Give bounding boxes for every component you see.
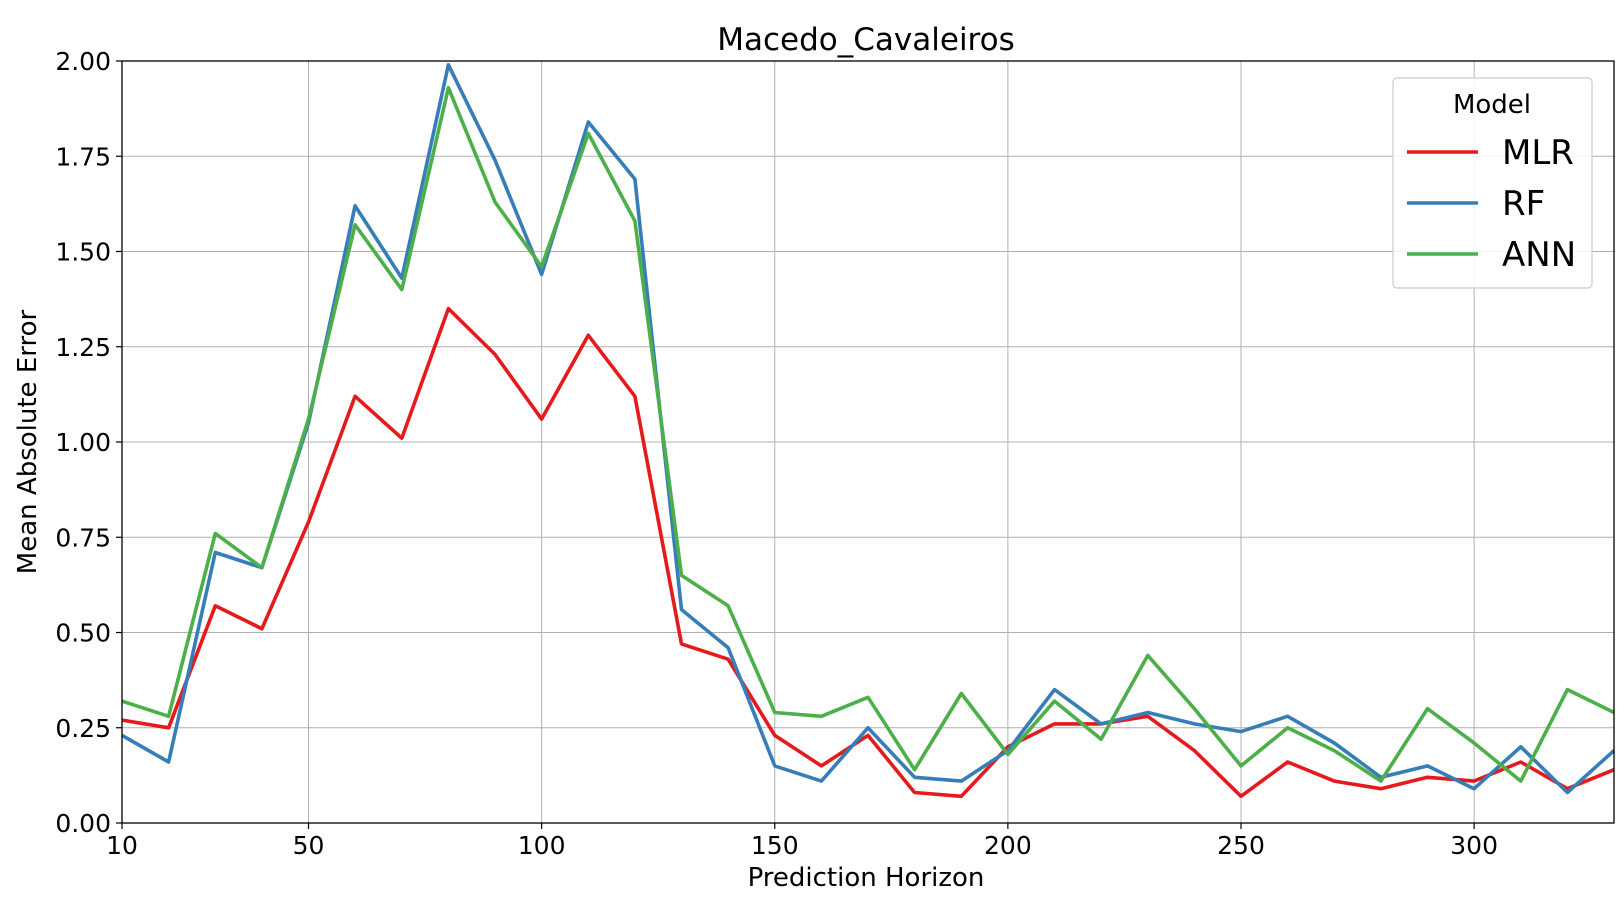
legend-label-mlr: MLR <box>1502 133 1574 173</box>
series-line-ann <box>121 85 1615 783</box>
y-tick-label: 1.75 <box>55 142 111 171</box>
y-tick-label: 0.75 <box>55 523 111 552</box>
legend-title: Model <box>1453 90 1531 120</box>
x-tick-label: 200 <box>984 831 1032 860</box>
legend-label-rf: RF <box>1502 184 1545 224</box>
x-tick-label: 300 <box>1450 831 1498 860</box>
series-line-rf <box>121 63 1616 795</box>
x-tick-label: 50 <box>293 831 325 860</box>
y-tick-label: 1.50 <box>55 238 111 267</box>
legend-label-ann: ANN <box>1502 235 1576 275</box>
x-tick-label: 250 <box>1217 831 1265 860</box>
x-tick-label: 10 <box>106 831 138 860</box>
y-axis: 0.00 0.25 0.50 0.75 1.00 1.25 1.50 1.75 2.00 <box>55 47 122 838</box>
x-axis: 10 50 100 150 200 250 300 <box>106 823 1498 860</box>
legend: Model MLR RF ANN <box>1392 77 1593 289</box>
y-tick-label: 0.25 <box>55 714 111 743</box>
y-tick-label: 0.50 <box>55 619 111 648</box>
legend-box <box>1392 77 1593 289</box>
y-tick-label: 1.00 <box>55 428 111 457</box>
series-layer <box>121 63 1616 799</box>
x-axis-label: Prediction Horizon <box>748 863 985 893</box>
x-tick-label: 100 <box>518 831 566 860</box>
x-tick-label: 150 <box>751 831 799 860</box>
grid <box>121 60 1614 824</box>
y-tick-label: 2.00 <box>55 47 111 76</box>
y-tick-label: 0.00 <box>55 809 111 838</box>
chart-title: Macedo_Cavaleiros <box>717 22 1014 58</box>
y-axis-label: Mean Absolute Error <box>13 310 43 575</box>
y-tick-label: 1.25 <box>55 333 111 362</box>
series-line-mlr <box>121 306 1615 799</box>
legend-entries: MLR RF ANN <box>1407 133 1576 275</box>
